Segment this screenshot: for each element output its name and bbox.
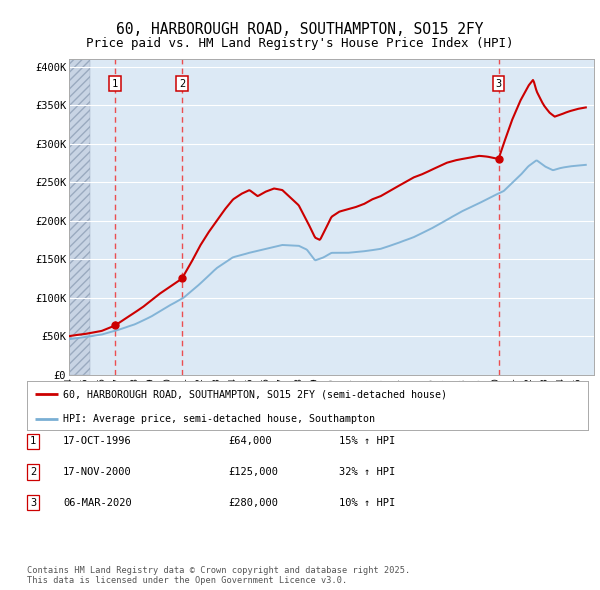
Text: £280,000: £280,000	[228, 498, 278, 507]
Text: 3: 3	[30, 498, 36, 507]
Text: 1: 1	[30, 437, 36, 446]
Bar	[69, 59, 91, 375]
Text: 17-NOV-2000: 17-NOV-2000	[63, 467, 132, 477]
Bar	[69, 59, 91, 375]
Text: 60, HARBOROUGH ROAD, SOUTHAMPTON, SO15 2FY (semi-detached house): 60, HARBOROUGH ROAD, SOUTHAMPTON, SO15 2…	[64, 389, 448, 399]
Text: 3: 3	[496, 78, 502, 88]
Text: 17-OCT-1996: 17-OCT-1996	[63, 437, 132, 446]
Text: 15% ↑ HPI: 15% ↑ HPI	[339, 437, 395, 446]
Text: 60, HARBOROUGH ROAD, SOUTHAMPTON, SO15 2FY: 60, HARBOROUGH ROAD, SOUTHAMPTON, SO15 2…	[116, 22, 484, 37]
Text: £64,000: £64,000	[228, 437, 272, 446]
Text: 2: 2	[179, 78, 185, 88]
Text: 10% ↑ HPI: 10% ↑ HPI	[339, 498, 395, 507]
Text: 32% ↑ HPI: 32% ↑ HPI	[339, 467, 395, 477]
Text: HPI: Average price, semi-detached house, Southampton: HPI: Average price, semi-detached house,…	[64, 414, 376, 424]
Text: Contains HM Land Registry data © Crown copyright and database right 2025.
This d: Contains HM Land Registry data © Crown c…	[27, 566, 410, 585]
Text: Price paid vs. HM Land Registry's House Price Index (HPI): Price paid vs. HM Land Registry's House …	[86, 37, 514, 50]
Text: 06-MAR-2020: 06-MAR-2020	[63, 498, 132, 507]
Text: 2: 2	[30, 467, 36, 477]
Text: 1: 1	[112, 78, 118, 88]
Text: £125,000: £125,000	[228, 467, 278, 477]
